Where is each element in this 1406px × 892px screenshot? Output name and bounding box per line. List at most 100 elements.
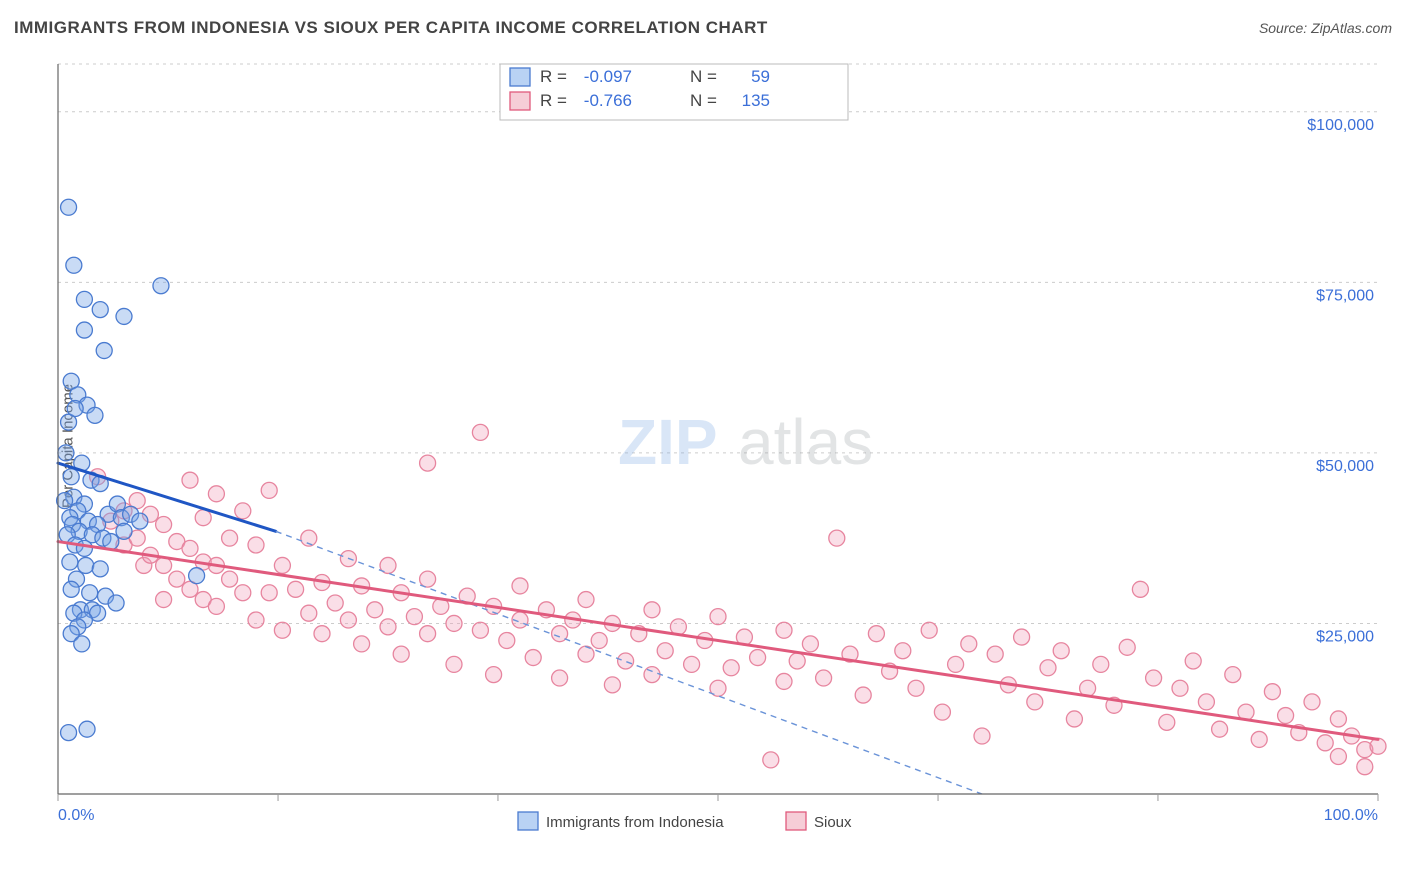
data-point [1357, 759, 1373, 775]
data-point [261, 482, 277, 498]
data-point [816, 670, 832, 686]
data-point [82, 585, 98, 601]
data-point [1264, 684, 1280, 700]
data-point [189, 568, 205, 584]
data-point [829, 530, 845, 546]
data-point [116, 308, 132, 324]
data-point [710, 609, 726, 625]
data-point [1317, 735, 1333, 751]
data-point [182, 472, 198, 488]
data-point [63, 469, 79, 485]
y-tick-label: $25,000 [1316, 628, 1374, 645]
data-point [87, 407, 103, 423]
data-point [802, 636, 818, 652]
data-point [591, 632, 607, 648]
data-point [934, 704, 950, 720]
data-point [327, 595, 343, 611]
data-point [1119, 639, 1135, 655]
data-point [420, 626, 436, 642]
legend-swatch [518, 812, 538, 830]
data-point [62, 554, 78, 570]
data-point [169, 571, 185, 587]
data-point [66, 257, 82, 273]
data-point [789, 653, 805, 669]
data-point [512, 578, 528, 594]
data-point [406, 609, 422, 625]
data-point [1330, 748, 1346, 764]
legend-r-value: -0.097 [584, 67, 632, 86]
data-point [472, 424, 488, 440]
data-point [235, 503, 251, 519]
data-point [1040, 660, 1056, 676]
data-point [420, 455, 436, 471]
y-tick-label: $50,000 [1316, 458, 1374, 475]
data-point [274, 557, 290, 573]
data-point [116, 523, 132, 539]
data-point [61, 725, 77, 741]
data-point [921, 622, 937, 638]
watermark: ZIP atlas [618, 406, 873, 478]
x-tick-label: 100.0% [1324, 807, 1378, 824]
legend-n-value: 59 [751, 67, 770, 86]
data-point [750, 650, 766, 666]
data-point [393, 646, 409, 662]
svg-text:ZIP: ZIP [618, 406, 718, 478]
data-point [367, 602, 383, 618]
data-point [1146, 670, 1162, 686]
data-point [153, 278, 169, 294]
data-point [1278, 708, 1294, 724]
data-point [644, 602, 660, 618]
data-point [987, 646, 1003, 662]
data-point [340, 612, 356, 628]
data-point [57, 493, 73, 509]
data-point [1066, 711, 1082, 727]
trend-line-extrapolated [276, 531, 982, 794]
data-point [354, 636, 370, 652]
svg-text:atlas: atlas [738, 406, 873, 478]
data-point [961, 636, 977, 652]
data-point [895, 643, 911, 659]
data-point [552, 670, 568, 686]
data-point [525, 650, 541, 666]
data-point [288, 581, 304, 597]
legend-n-value: 135 [742, 91, 770, 110]
data-point [499, 632, 515, 648]
source-label: Source: ZipAtlas.com [1259, 20, 1392, 36]
data-point [1014, 629, 1030, 645]
data-point [604, 677, 620, 693]
data-point [108, 595, 124, 611]
data-point [644, 667, 660, 683]
data-point [1132, 581, 1148, 597]
data-point [63, 581, 79, 597]
data-point [208, 486, 224, 502]
legend-n-label: N = [690, 67, 717, 86]
data-point [776, 622, 792, 638]
legend-r-label: R = [540, 91, 567, 110]
data-point [763, 752, 779, 768]
legend-r-value: -0.766 [584, 91, 632, 110]
data-point [1185, 653, 1201, 669]
data-point [948, 656, 964, 672]
data-point [1198, 694, 1214, 710]
data-point [1212, 721, 1228, 737]
data-point [446, 615, 462, 631]
legend-series-label: Immigrants from Indonesia [546, 814, 724, 831]
data-point [132, 513, 148, 529]
data-point [76, 322, 92, 338]
data-point [1159, 714, 1175, 730]
data-point [908, 680, 924, 696]
data-point [76, 291, 92, 307]
legend-series-label: Sioux [814, 814, 852, 831]
data-point [1304, 694, 1320, 710]
data-point [723, 660, 739, 676]
data-point [78, 557, 94, 573]
data-point [222, 571, 238, 587]
data-point [314, 626, 330, 642]
data-point [208, 598, 224, 614]
legend-r-label: R = [540, 67, 567, 86]
data-point [67, 401, 83, 417]
data-point [74, 636, 90, 652]
data-point [420, 571, 436, 587]
data-point [248, 612, 264, 628]
legend-swatch [510, 68, 530, 86]
